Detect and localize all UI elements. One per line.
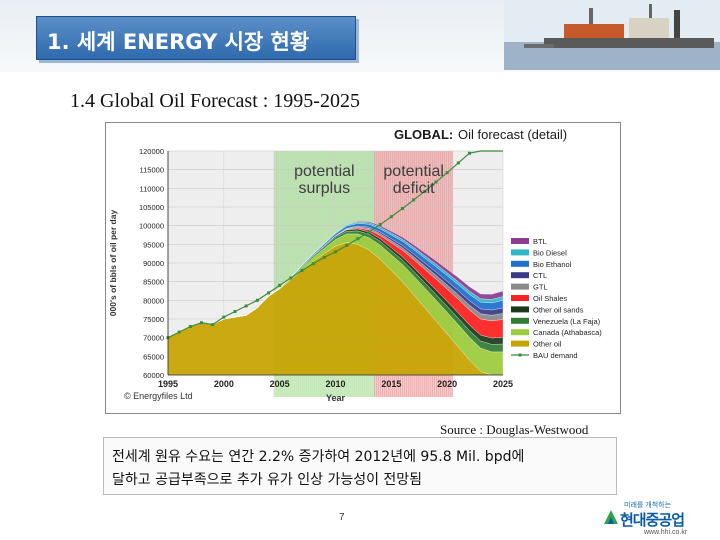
demand-point: [434, 180, 438, 184]
y-tick-label: 85000: [143, 278, 164, 287]
chart-subtitle: 1.4 Global Oil Forecast : 1995-2025: [70, 90, 360, 112]
demand-point: [311, 262, 315, 266]
y-axis-label: 000's of bbls of oil per day: [108, 210, 118, 317]
demand-point: [367, 230, 371, 234]
demand-point: [445, 171, 449, 175]
y-tick-label: 80000: [143, 296, 164, 305]
demand-point: [300, 268, 304, 272]
legend-label: BTL: [533, 237, 547, 246]
slide-title: 1. 세계 ENERGY 시장 현황: [47, 30, 310, 54]
legend-swatch: [511, 283, 529, 290]
demand-point: [289, 276, 293, 280]
y-tick-label: 90000: [143, 259, 164, 268]
region-label-0: potential: [294, 163, 355, 180]
x-tick-label: 2010: [325, 379, 345, 389]
demand-point: [378, 223, 382, 227]
logo-tagline: 미래를 개척하는: [624, 502, 672, 509]
logo-name: 현대중공업: [620, 511, 685, 529]
demand-point: [345, 243, 349, 247]
legend-swatch: [511, 249, 529, 256]
x-tick-label: 1995: [158, 379, 178, 389]
y-tick-label: 95000: [143, 240, 164, 249]
chart-frame: 60000 65000 70000 75000 80000 85000 90000 95000…: [105, 122, 621, 414]
y-tick-label: 65000: [143, 352, 164, 361]
legend-label: Venezuela (La Faja): [533, 317, 601, 326]
legend-label: Bio Diesel: [533, 248, 567, 257]
demand-point: [233, 310, 237, 314]
legend-label: Oil Shales: [533, 294, 567, 303]
y-tick-label: 105000: [139, 203, 164, 212]
company-logo: 미래를 개척하는 현대중공업 www.hhi.co.kr: [604, 500, 714, 538]
demand-point: [200, 321, 203, 325]
legend-swatch: [511, 295, 529, 301]
summary-line-1: 전세계 원유 수요는 연간 2.2% 증가하여 2012년에 95.8 Mil.…: [112, 449, 525, 465]
legend-swatch: [511, 260, 529, 267]
demand-point: [255, 298, 259, 302]
legend-swatch: [511, 238, 529, 244]
demand-point: [389, 215, 393, 219]
oil-forecast-chart: 60000 65000 70000 75000 80000 85000 90000 95000…: [108, 127, 602, 403]
x-tick-label: 2025: [493, 379, 513, 389]
chart-title: Oil forecast (detail): [458, 127, 567, 142]
y-tick-label: 60000: [143, 371, 164, 380]
region-label-1: potential: [383, 163, 444, 180]
y-tick-label: 70000: [143, 334, 164, 343]
demand-point: [211, 323, 215, 327]
legend-label: GTL: [533, 283, 548, 292]
demand-point: [278, 283, 282, 287]
legend-label: Canada (Athabasca): [533, 328, 602, 337]
legend-label: CTL: [533, 271, 547, 280]
chart-title-prefix: GLOBAL:: [394, 127, 453, 142]
area-series-9: [167, 221, 504, 338]
page-number: 7: [339, 512, 345, 523]
legend-label: Other oil: [533, 340, 562, 349]
legend-marker: [518, 353, 522, 357]
triangle-logo-icon: [604, 510, 618, 524]
demand-point: [188, 324, 192, 328]
legend-swatch: [511, 340, 529, 347]
legend-label: Other oil sands: [533, 305, 584, 314]
demand-point: [401, 206, 404, 210]
legend-swatch: [511, 329, 529, 336]
legend-swatch: [511, 306, 529, 313]
y-tick-label: 110000: [140, 184, 164, 193]
source-note: Source : Douglas-Westwood: [440, 422, 589, 437]
demand-point: [177, 330, 181, 334]
demand-point: [423, 189, 427, 193]
demand-point: [468, 151, 471, 155]
summary-box: 전세계 원유 수요는 연간 2.2% 증가하여 2012년에 95.8 Mil.…: [103, 437, 617, 495]
demand-point: [456, 161, 460, 165]
legend-label: BAU demand: [533, 351, 578, 360]
demand-point: [244, 304, 248, 308]
x-tick-label: 2000: [214, 379, 234, 389]
demand-point: [267, 291, 270, 295]
summary-line-2: 달하고 공급부족으로 추가 유가 인상 가능성이 전망됨: [112, 472, 423, 488]
x-axis-label: Year: [326, 393, 346, 403]
demand-point: [322, 255, 326, 259]
demand-point: [356, 237, 360, 241]
legend-swatch: [511, 317, 529, 324]
region-label-0: surplus: [299, 180, 351, 197]
y-tick-label: 75000: [143, 315, 164, 324]
legend-swatch: [511, 272, 529, 279]
slide-title-box: 1. 세계 ENERGY 시장 현황: [36, 16, 356, 60]
x-tick-label: 2020: [437, 379, 457, 389]
demand-point: [334, 250, 337, 254]
copyright-label: © Energyfiles Ltd: [124, 391, 193, 401]
demand-point: [412, 198, 416, 202]
region-label-1: deficit: [393, 180, 435, 197]
logo-url: www.hhi.co.kr: [644, 529, 688, 536]
y-tick-label: 100000: [139, 222, 164, 231]
legend-label: Bio Ethanol: [533, 260, 572, 269]
y-tick-label: 115000: [140, 166, 164, 175]
y-tick-label: 120000: [139, 147, 164, 156]
demand-point: [222, 315, 226, 319]
x-tick-label: 2005: [270, 379, 290, 389]
x-tick-label: 2015: [381, 379, 401, 389]
oil-platform-image: [504, 0, 720, 70]
